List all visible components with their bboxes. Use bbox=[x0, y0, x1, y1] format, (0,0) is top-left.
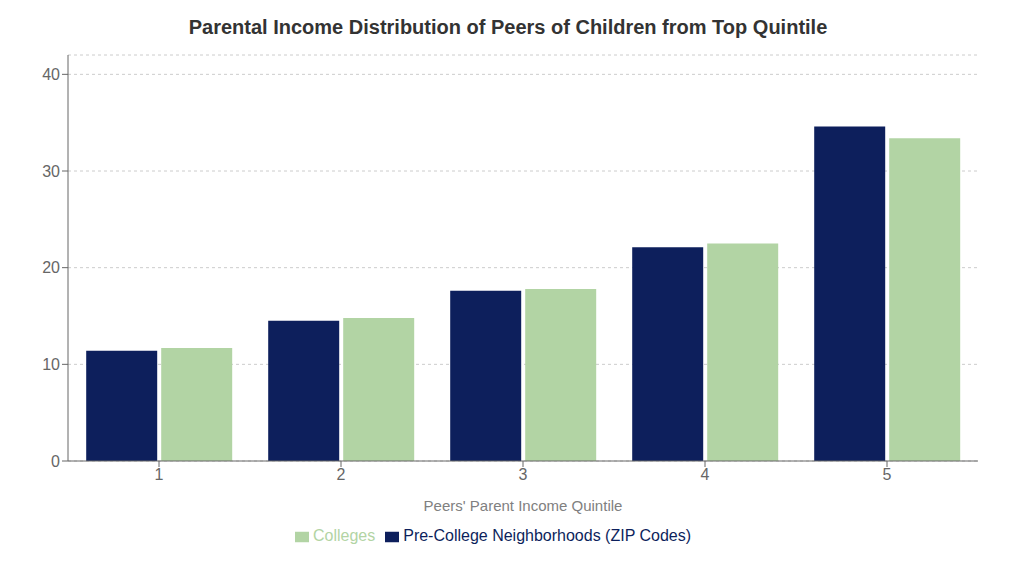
html-text:Parental Income Distribution o: Parental Income Distribution of Peers of… bbox=[188, 16, 828, 38]
svg-text:0: 0 bbox=[51, 453, 60, 470]
svg-text:20: 20 bbox=[42, 259, 60, 276]
svg-text:30: 30 bbox=[42, 163, 60, 180]
svg-text:3: 3 bbox=[519, 466, 528, 483]
svg-text:4: 4 bbox=[701, 466, 710, 483]
svg-text:1: 1 bbox=[155, 466, 164, 483]
svg-text:10: 10 bbox=[42, 356, 60, 373]
html-text:Colleges: Colleges bbox=[312, 527, 376, 544]
svg-text:Peers' Parent Income Quintile: Peers' Parent Income Quintile bbox=[424, 497, 623, 514]
svg-text:5: 5 bbox=[883, 466, 892, 483]
svg-text:40: 40 bbox=[42, 66, 60, 83]
svg-text:2: 2 bbox=[337, 466, 346, 483]
html-text:Pre-College Neighborhoods (ZIP: Pre-College Neighborhoods (ZIP Codes) bbox=[403, 527, 692, 544]
